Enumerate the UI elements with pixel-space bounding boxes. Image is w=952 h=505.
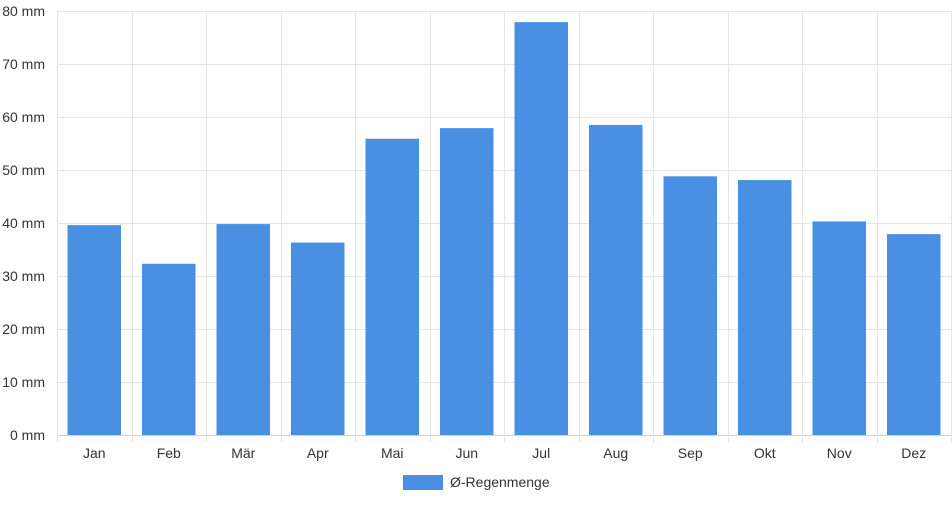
bar-apr[interactable] [291, 242, 345, 435]
x-tick-label: Nov [827, 445, 852, 461]
bar-aug[interactable] [589, 124, 643, 435]
x-tick-label: Jun [455, 445, 478, 461]
x-tick-label: Okt [754, 445, 776, 461]
y-tick-label: 50 mm [2, 162, 45, 178]
bar-feb[interactable] [142, 263, 196, 435]
bar-okt[interactable] [738, 180, 792, 435]
x-tick-label: Apr [307, 445, 329, 461]
legend[interactable]: Ø-Regenmenge [403, 474, 550, 490]
y-tick-label: 10 mm [2, 374, 45, 390]
y-tick-label: 60 mm [2, 109, 45, 125]
y-tick-label: 40 mm [2, 215, 45, 231]
x-tick-label: Aug [603, 445, 628, 461]
y-tick-label: 20 mm [2, 321, 45, 337]
y-tick-label: 70 mm [2, 56, 45, 72]
y-tick-label: 80 mm [2, 3, 45, 19]
bar-jun[interactable] [440, 128, 494, 435]
x-axis-ticks: Jan Feb Mär Apr Mai Jun Jul Aug Sep Okt Nov Dez [83, 445, 926, 461]
y-axis-ticks: 0 mm 10 mm 20 mm 30 mm 40 mm 50 mm 60 mm 70 mm 8… [2, 3, 45, 443]
bars-layer [67, 22, 941, 436]
bar-mär[interactable] [216, 224, 271, 435]
x-tick-label: Feb [157, 445, 181, 461]
bar-nov[interactable] [812, 221, 867, 435]
bar-sep[interactable] [663, 176, 718, 436]
x-tick-label: Jul [532, 445, 550, 461]
y-tick-label: 0 mm [10, 427, 45, 443]
bar-jul[interactable] [514, 22, 569, 435]
bar-dez[interactable] [887, 234, 941, 435]
bar-jan[interactable] [67, 225, 122, 435]
legend-swatch[interactable] [403, 475, 443, 490]
legend-label[interactable]: Ø-Regenmenge [450, 474, 550, 490]
x-tick-label: Jan [83, 445, 106, 461]
x-tick-label: Dez [901, 445, 926, 461]
bar-mai[interactable] [365, 138, 420, 436]
x-tick-label: Mär [231, 445, 255, 461]
x-tick-label: Sep [678, 445, 703, 461]
y-tick-label: 30 mm [2, 268, 45, 284]
x-tick-label: Mai [381, 445, 404, 461]
